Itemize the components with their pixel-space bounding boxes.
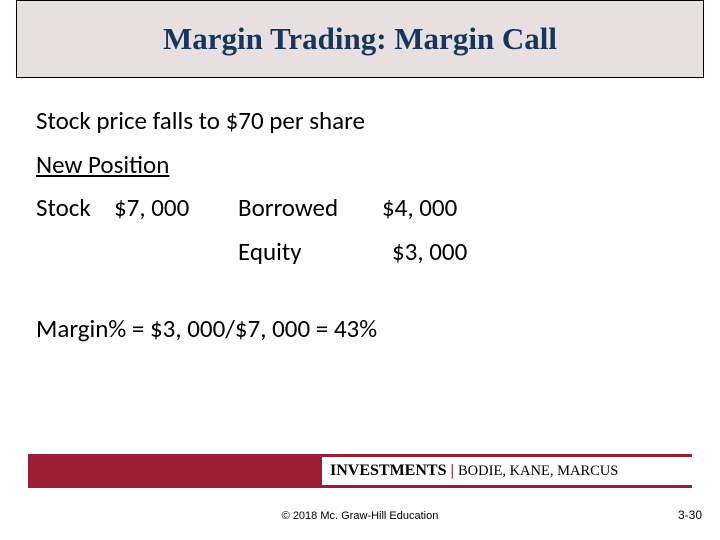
- borrowed-label: Borrowed: [238, 189, 382, 227]
- margin-formula: Margin% = $3, 000/$7, 000 = 43%: [36, 310, 686, 348]
- body-line-2: New Position: [36, 146, 686, 184]
- row-spacer: [36, 233, 238, 271]
- footer-band-inner: INVESTMENTS | BODIE, KANE, MARCUS: [322, 457, 692, 485]
- stock-label: Stock: [36, 189, 114, 227]
- slide-title: Margin Trading: Margin Call: [163, 21, 557, 57]
- footer-book-title: INVESTMENTS: [330, 462, 446, 480]
- borrowed-value: $4, 000: [382, 189, 457, 227]
- slide-title-box: Margin Trading: Margin Call: [16, 0, 704, 78]
- footer-band: INVESTMENTS | BODIE, KANE, MARCUS: [28, 454, 692, 488]
- slide-body: Stock price falls to $70 per share New P…: [36, 102, 686, 348]
- footer-page-number: 3-30: [678, 508, 702, 522]
- footer-copyright: © 2018 Mc. Graw-Hill Education: [0, 510, 720, 522]
- stock-value: $7, 000: [114, 189, 238, 227]
- body-line-1: Stock price falls to $70 per share: [36, 102, 686, 140]
- equity-value: $3, 000: [382, 233, 467, 271]
- equity-label: Equity: [238, 233, 382, 271]
- position-row-equity: Equity $3, 000: [36, 233, 686, 271]
- footer-separator: |: [446, 462, 458, 480]
- position-row-stock: Stock $7, 000 Borrowed $4, 000: [36, 189, 686, 227]
- footer-authors: BODIE, KANE, MARCUS: [458, 463, 618, 480]
